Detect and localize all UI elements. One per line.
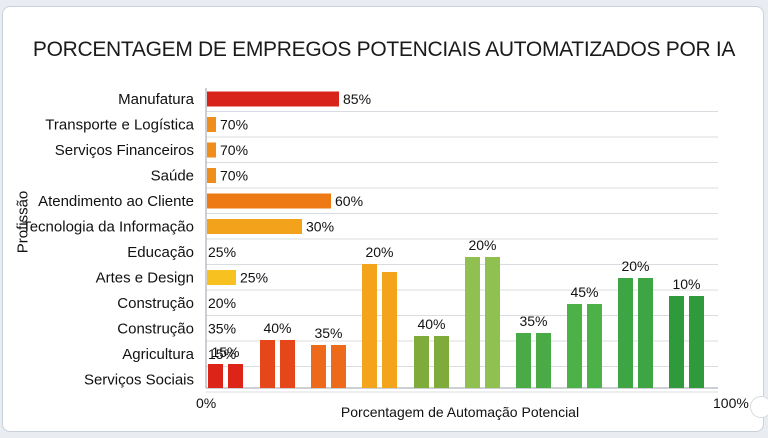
column-bar [260, 340, 275, 388]
column-value-label: 40% [263, 320, 291, 336]
column-value-label: 20% [468, 237, 496, 253]
column-bar [669, 296, 684, 388]
column-bar [638, 278, 653, 388]
bar-value-label: 15% [208, 346, 236, 362]
category-label: Agricultura [122, 346, 194, 363]
category-label: Artes e Design [96, 270, 194, 287]
x-axis-label: Porcentagem de Automação Potencial [340, 404, 580, 420]
bar [207, 91, 339, 107]
x-tick-min: 0% [196, 395, 217, 411]
bar [207, 168, 216, 183]
column-bar [228, 364, 243, 388]
category-label: Tecnologia da Informação [22, 219, 194, 236]
column-bar [414, 336, 429, 388]
category-label: Construção [117, 321, 194, 338]
column-value-label: 20% [365, 244, 393, 260]
bar-value-label: 25% [240, 270, 268, 286]
bar [207, 117, 216, 132]
bar [207, 270, 236, 285]
bar-value-label: 35% [208, 321, 236, 337]
column-bar [618, 278, 633, 388]
bar-value-label: 70% [220, 168, 248, 184]
category-label: Serviços Financeiros [55, 142, 194, 159]
bar-value-label: 70% [220, 117, 248, 133]
category-label: Saúde [151, 168, 194, 185]
category-label: Manufatura [118, 91, 195, 108]
column-value-label: 35% [519, 313, 547, 329]
bar [207, 142, 216, 158]
bar-value-label: 60% [335, 193, 363, 209]
category-label: Transporte e Logística [45, 117, 194, 134]
column-bar [331, 345, 346, 388]
column-bar [587, 304, 602, 388]
column-bar [536, 333, 551, 388]
column-bar [485, 257, 500, 388]
category-label: Serviços Sociais [84, 372, 194, 389]
column-value-label: 15% [211, 344, 239, 360]
category-label: Construção [117, 295, 194, 312]
column-bar [208, 364, 223, 388]
column-bar [280, 340, 295, 388]
column-bar [434, 336, 449, 388]
bar [207, 219, 302, 234]
bar-value-label: 25% [208, 244, 236, 260]
circle-icon[interactable] [750, 396, 768, 418]
bar-value-label: 70% [220, 142, 248, 158]
column-bar [362, 264, 377, 388]
column-bar [516, 333, 531, 388]
bar-value-label: 20% [208, 295, 236, 311]
category-label: Educação [127, 244, 194, 261]
chart-title: PORCENTAGEM DE EMPREGOS POTENCIAIS AUTOM… [32, 38, 736, 61]
column-value-label: 45% [570, 284, 598, 300]
bar-value-label: 30% [306, 219, 334, 235]
category-label: Atendimento ao Cliente [38, 193, 194, 210]
column-bar [465, 257, 480, 388]
column-value-label: 40% [417, 316, 445, 332]
column-bar [567, 304, 582, 388]
column-value-label: 20% [621, 258, 649, 274]
column-bar [689, 296, 704, 388]
column-value-label: 10% [672, 276, 700, 292]
bar [207, 193, 331, 209]
column-bar [311, 345, 326, 388]
column-value-label: 35% [314, 325, 342, 341]
x-tick-max: 100% [713, 395, 749, 411]
bar-value-label: 85% [343, 91, 371, 107]
column-bar [382, 272, 397, 388]
